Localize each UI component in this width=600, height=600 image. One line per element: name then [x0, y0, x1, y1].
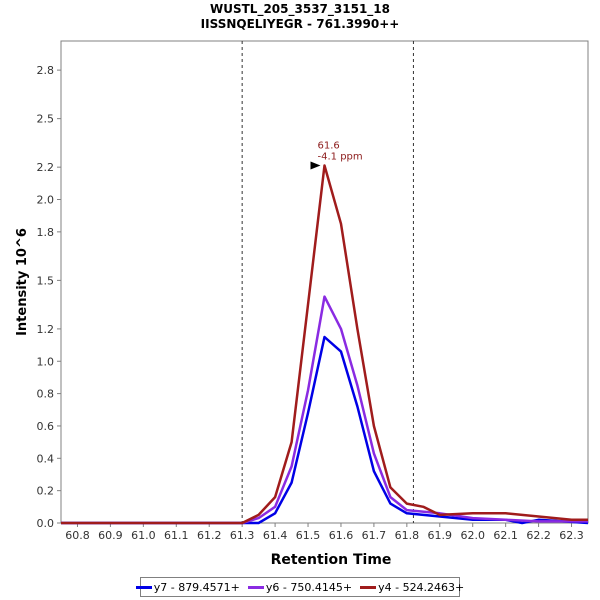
legend-label: y7 - 879.4571+: [153, 580, 240, 594]
y-axis-label: Intensity 10^6: [15, 228, 30, 336]
legend: y7 - 879.4571+ y6 - 750.4145+ y4 - 524.246…: [135, 577, 464, 597]
chart-title: WUSTL_205_3537_3151_18 IISSNQELIYEGR - 7…: [0, 2, 600, 32]
y-tick-label: 1.2: [37, 323, 55, 336]
x-tick-label: 60.9: [98, 529, 123, 542]
series-line-y4: [61, 164, 588, 525]
y-tick-label: 2.0: [37, 194, 55, 207]
y-tick-label: 2.5: [37, 113, 55, 126]
legend-item: y6 - 750.4145+: [247, 580, 353, 594]
legend-swatch: [360, 585, 377, 589]
legend-swatch: [247, 585, 264, 589]
peak-annotation-ppm: -4.1 ppm: [318, 152, 363, 163]
legend-swatch: [135, 585, 152, 589]
x-tick-label: 61.4: [263, 529, 288, 542]
y-tick-label: 2.8: [37, 64, 55, 77]
x-tick-label: 61.1: [164, 529, 189, 542]
peak-annotation-rt: 61.6: [318, 141, 340, 152]
y-tick-label: 0.2: [37, 485, 55, 498]
legend-label: y6 - 750.4145+: [265, 580, 353, 594]
chart-title-line2: IISSNQELIYEGR - 761.3990++: [200, 17, 400, 31]
y-tick-label: 0.8: [37, 388, 55, 401]
series-line-y6: [61, 295, 588, 525]
legend-label: y4 - 524.2463+: [378, 580, 465, 594]
x-tick-label: 61.6: [329, 529, 354, 542]
x-axis-label: Retention Time: [271, 552, 392, 568]
chromatogram-chart: 60.8 60.9 61.0 61.1 61.2 61.3 61.4 61.5 61.6 61.7…: [15, 40, 589, 568]
x-tick-label: 62.3: [559, 529, 584, 542]
x-tick-label: 61.7: [362, 529, 387, 542]
y-tick-label: 1.8: [37, 226, 55, 239]
legend-item: y7 - 879.4571+: [135, 580, 240, 594]
x-tick-label: 61.3: [230, 529, 255, 542]
y-tick-label: 0.0: [37, 517, 55, 530]
x-tick-label: 61.0: [131, 529, 156, 542]
y-tick-label: 2.2: [37, 161, 55, 174]
x-tick-label: 61.9: [428, 529, 453, 542]
y-tick-label: 0.4: [37, 452, 55, 465]
plot-area: 60.8 60.9 61.0 61.1 61.2 61.3 61.4 61.5 61.6 61.7…: [37, 40, 589, 542]
y-tick-label: 1.5: [37, 274, 55, 287]
peak-marker: [310, 161, 321, 170]
x-tick-label: 61.8: [395, 529, 420, 542]
x-tick-label: 61.2: [197, 529, 222, 542]
x-tick-label: 61.5: [296, 529, 321, 542]
chart-title-line1: WUSTL_205_3537_3151_18: [210, 2, 390, 16]
x-tick-label: 60.8: [65, 529, 90, 542]
y-tick-label: 1.0: [37, 355, 55, 368]
plot-frame: [60, 40, 589, 524]
x-tick-label: 62.1: [493, 529, 518, 542]
y-tick-label: 0.6: [37, 420, 55, 433]
legend-item: y4 - 524.2463+: [360, 581, 464, 594]
x-tick-label: 62.2: [526, 529, 551, 542]
x-tick-label: 62.0: [460, 529, 485, 542]
